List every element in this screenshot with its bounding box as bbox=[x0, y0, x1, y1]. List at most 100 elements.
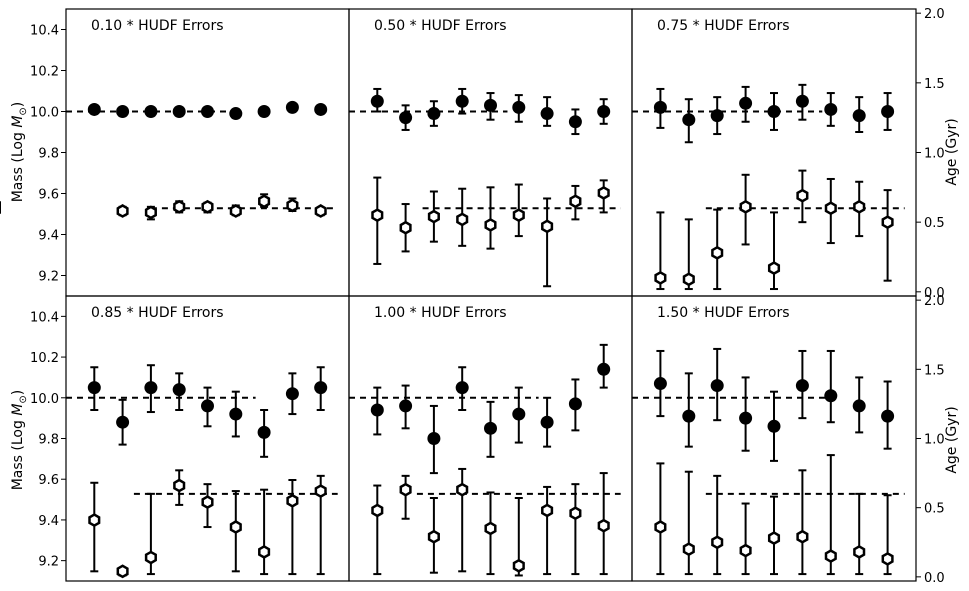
left-y-axis-title-top: Mass (Log M⊙) bbox=[10, 102, 29, 203]
age-point bbox=[597, 518, 610, 533]
age-tick-label: 1.5 bbox=[924, 77, 945, 92]
age-point bbox=[427, 209, 440, 224]
mass-point bbox=[427, 107, 441, 121]
mass-tick-label: 10.4 bbox=[30, 24, 59, 39]
age-point bbox=[144, 205, 157, 220]
left-y-axis-title-main: Mass (Log bbox=[10, 416, 26, 491]
mass-point bbox=[682, 409, 696, 423]
mass-point bbox=[201, 105, 214, 118]
age-point bbox=[597, 185, 610, 200]
mass-tick-label: 10.4 bbox=[30, 310, 59, 325]
mass-point bbox=[144, 105, 158, 118]
right-y-axis-title-bottom: Age (Gyr) bbox=[944, 406, 960, 473]
panel-title: 1.50 * HUDF Errors bbox=[657, 305, 790, 321]
mass-point bbox=[257, 425, 271, 439]
age-point bbox=[229, 204, 242, 218]
mass-point bbox=[201, 399, 214, 413]
age-point bbox=[201, 199, 214, 214]
mass-point bbox=[314, 102, 328, 116]
age-point bbox=[739, 543, 752, 558]
age-point bbox=[796, 188, 809, 203]
panel-title: 0.85 * HUDF Errors bbox=[91, 305, 224, 321]
left-y-axis-title-math: M bbox=[10, 404, 26, 416]
mass-point bbox=[597, 362, 611, 376]
mass-point bbox=[710, 109, 724, 123]
mass-tick-label: 9.8 bbox=[38, 433, 59, 448]
age-point bbox=[427, 529, 440, 544]
mass-point bbox=[540, 107, 554, 121]
mass-point bbox=[710, 379, 724, 393]
left-y-axis-title-bottom: Mass (Log M⊙) bbox=[10, 390, 29, 491]
mass-point bbox=[116, 415, 130, 429]
age-tick-label: 2.0 bbox=[924, 7, 945, 22]
age-tick-label: 1.5 bbox=[924, 363, 945, 378]
mass-point bbox=[87, 381, 101, 395]
mass-point bbox=[257, 105, 271, 118]
mass-point bbox=[512, 100, 526, 114]
panel-title: 0.50 * HUDF Errors bbox=[374, 18, 507, 34]
age-point bbox=[824, 549, 837, 564]
left-y-axis-title-sub: ⊙ bbox=[18, 107, 29, 115]
age-point bbox=[824, 201, 837, 216]
age-point bbox=[767, 531, 781, 546]
mass-point bbox=[739, 96, 753, 110]
mass-point bbox=[852, 399, 866, 413]
age-point bbox=[173, 478, 186, 493]
age-point bbox=[314, 484, 327, 499]
age-point bbox=[371, 208, 384, 223]
panel-title: 0.10 * HUDF Errors bbox=[91, 18, 224, 34]
mass-point bbox=[484, 98, 497, 112]
age-point bbox=[711, 245, 724, 260]
age-point bbox=[512, 558, 525, 573]
mass-point bbox=[229, 107, 243, 121]
mass-point bbox=[172, 383, 186, 397]
panel-3: 0.75 * HUDF Errors 0.0 0.5 1.0 1.5 2.0 bbox=[631, 7, 945, 301]
mass-point bbox=[767, 105, 781, 118]
age-tick-label: 2.0 bbox=[924, 294, 945, 309]
age-point bbox=[654, 520, 667, 534]
age-point bbox=[484, 521, 497, 536]
age-point bbox=[569, 506, 582, 521]
mass-point bbox=[455, 381, 469, 395]
age-point bbox=[229, 520, 242, 534]
age-point bbox=[881, 215, 894, 230]
age-tick-label: 0.0 bbox=[924, 286, 945, 301]
age-point bbox=[456, 212, 469, 227]
age-point bbox=[541, 503, 554, 518]
mass-point bbox=[370, 94, 384, 108]
mass-point bbox=[767, 419, 781, 433]
left-y-axis-title-sub: ⊙ bbox=[18, 395, 29, 403]
age-point bbox=[201, 495, 214, 510]
age-point bbox=[88, 513, 101, 528]
mass-tick-label: 10.0 bbox=[30, 106, 59, 121]
left-y-axis-title-math: M bbox=[10, 116, 26, 128]
age-tick-label: 0.0 bbox=[924, 571, 945, 586]
age-point bbox=[853, 544, 866, 559]
mass-point bbox=[824, 389, 838, 403]
age-point bbox=[853, 199, 866, 214]
age-point bbox=[541, 219, 554, 234]
mass-tick-label: 9.6 bbox=[38, 188, 59, 203]
mass-point bbox=[568, 397, 582, 411]
mass-point bbox=[116, 105, 130, 118]
age-point bbox=[682, 272, 695, 287]
mass-point bbox=[427, 432, 441, 445]
mass-point bbox=[568, 115, 582, 129]
mass-point bbox=[484, 421, 497, 435]
panel-6: 1.50 * HUDF Errors 0.0 0.5 1.0 1.5 2.0 bbox=[631, 294, 945, 586]
plot-area: 0.10 * HUDF Errors 9.2 9.4 9.6 9.8 10.0 10.2 10… bbox=[0, 7, 945, 586]
age-point bbox=[258, 194, 271, 209]
panel-frame bbox=[348, 8, 633, 297]
left-y-axis-title-close: ) bbox=[10, 390, 26, 395]
panel-2: 0.50 * HUDF Errors bbox=[348, 8, 633, 297]
age-point bbox=[144, 550, 157, 565]
panel-title: 1.00 * HUDF Errors bbox=[374, 305, 507, 321]
left-y-axis-title-close: ) bbox=[10, 102, 26, 107]
right-y-axis-title-top: Age (Gyr) bbox=[944, 118, 960, 185]
mass-tick-label: 9.8 bbox=[38, 147, 59, 162]
age-point bbox=[258, 544, 271, 559]
mass-point bbox=[455, 94, 469, 108]
mass-point bbox=[653, 100, 667, 114]
age-tick-label: 0.5 bbox=[924, 502, 945, 517]
mass-point bbox=[399, 399, 413, 413]
